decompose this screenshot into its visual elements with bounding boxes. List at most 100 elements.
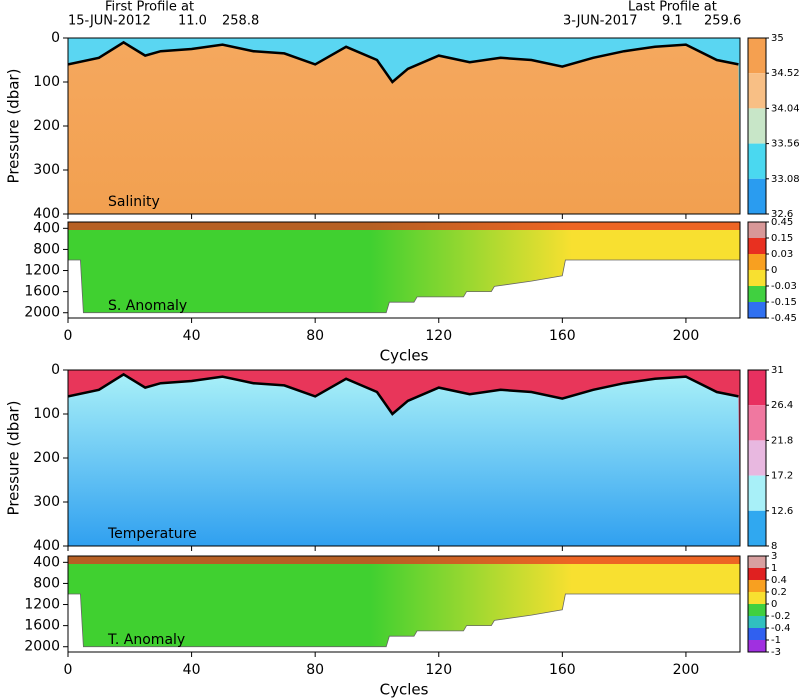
colorbar-swatch — [748, 73, 766, 109]
y-tick-label: 1600 — [24, 284, 60, 300]
mixed-layer-line — [68, 40, 739, 84]
y-tick-label: 100 — [33, 74, 60, 90]
colorbar-label: 17.2 — [771, 471, 793, 482]
colorbar-swatch — [748, 270, 766, 286]
x-tick-label: 80 — [306, 662, 324, 678]
colorbar-swatch — [748, 286, 766, 302]
colorbar-label: 0.4 — [771, 575, 787, 586]
colorbar-label: 3 — [771, 551, 777, 562]
x-tick-label: 0 — [64, 662, 73, 678]
colorbar-label: -0.4 — [771, 623, 791, 634]
colorbar-swatch — [748, 405, 766, 441]
y-tick-label: 200 — [33, 118, 60, 134]
colorbar-label: 34.04 — [771, 103, 800, 114]
x-axis-label: Cycles — [380, 681, 429, 699]
y-tick-label: 200 — [33, 450, 60, 466]
colorbar-swatch — [748, 580, 766, 592]
x-tick-label: 120 — [425, 328, 452, 344]
y-tick-label: 0 — [51, 30, 60, 46]
colorbar-swatch — [748, 616, 766, 628]
colorbar-label: 0 — [771, 599, 777, 610]
anomaly-field — [68, 222, 740, 313]
first-profile-label: First Profile at — [105, 0, 194, 15]
y-tick-label: 2000 — [24, 305, 60, 321]
x-tick-label: 40 — [183, 328, 201, 344]
colorbar-swatch — [748, 222, 766, 238]
colorbar-swatch — [748, 640, 766, 652]
mixed-layer-line — [68, 372, 739, 416]
colorbar-frame — [747, 37, 767, 215]
colorbar-label: 0.03 — [771, 249, 793, 260]
last-profile-label: Last Profile at — [628, 0, 717, 15]
first-profile-date: 15-JUN-2012 — [68, 14, 151, 29]
colorbar-swatch — [748, 238, 766, 254]
colorbar-label: 0.15 — [771, 233, 793, 244]
y-tick-label: 2000 — [24, 639, 60, 655]
colorbar-swatch — [748, 143, 766, 179]
colorbar-label: 0.45 — [771, 217, 793, 228]
x-tick-label: 80 — [306, 328, 324, 344]
colorbar-label: -3 — [771, 647, 781, 658]
panel-title: S. Anomaly — [108, 298, 187, 314]
colorbar-label: 8 — [771, 541, 777, 552]
y-tick-label: 300 — [33, 494, 60, 510]
colorbar-label: 33.08 — [771, 174, 800, 185]
y-tick-label: 300 — [33, 162, 60, 178]
y-tick-label: 0 — [51, 362, 60, 378]
colorbar-label: 32.6 — [771, 209, 793, 220]
colorbar-swatch — [748, 592, 766, 604]
y-tick-label: 400 — [33, 206, 60, 222]
plot-area — [68, 222, 740, 318]
panel-title: Temperature — [107, 526, 197, 542]
colorbar-swatch — [748, 556, 766, 568]
y-tick-label: 400 — [33, 220, 60, 236]
colorbar-label: 33.56 — [771, 139, 800, 150]
x-tick-label: 160 — [549, 328, 576, 344]
colorbar-label: -1 — [771, 635, 781, 646]
x-axis-label: Cycles — [380, 347, 429, 365]
colorbar-frame — [747, 369, 767, 547]
colorbar-swatch — [748, 568, 766, 580]
y-tick-label: 400 — [33, 538, 60, 554]
colorbar-label: -0.45 — [771, 313, 797, 324]
colorbar-swatch — [748, 38, 766, 74]
colorbar-swatch — [748, 440, 766, 476]
colorbar-swatch — [748, 370, 766, 406]
panel-title: T. Anomaly — [107, 632, 185, 648]
y-tick-label: 1200 — [24, 597, 60, 613]
deep-layer — [68, 42, 740, 214]
plot-frame — [67, 221, 741, 319]
y-tick-label: 800 — [33, 241, 60, 257]
colorbar-label: -0.03 — [771, 281, 797, 292]
first-profile-lat: 11.0 — [178, 14, 207, 29]
colorbar-label: 1 — [771, 563, 777, 574]
colorbar-swatch — [748, 475, 766, 511]
first-profile-lon: 258.8 — [222, 14, 259, 29]
colorbar-swatch — [748, 628, 766, 640]
colorbar-label: 21.8 — [771, 435, 793, 446]
anomaly-field — [68, 556, 740, 647]
colorbar-swatch — [748, 108, 766, 144]
deep-layer — [68, 374, 740, 546]
y-tick-label: 1600 — [24, 618, 60, 634]
plot-area — [68, 370, 740, 546]
profile-depth-line — [68, 259, 740, 314]
x-tick-label: 200 — [673, 662, 700, 678]
surface-band — [68, 556, 740, 564]
colorbar-swatch — [748, 302, 766, 318]
plot-frame — [67, 555, 741, 653]
y-axis-label: Pressure (dbar) — [5, 69, 23, 184]
y-tick-label: 400 — [33, 554, 60, 570]
colorbar-label: 12.6 — [771, 506, 793, 517]
colorbar-swatch — [748, 254, 766, 270]
colorbar-label: -0.15 — [771, 297, 797, 308]
colorbar-swatch — [748, 510, 766, 546]
plot-area — [68, 38, 740, 214]
y-tick-label: 100 — [33, 406, 60, 422]
x-tick-label: 160 — [549, 662, 576, 678]
y-tick-label: 1200 — [24, 263, 60, 279]
colorbar-label: 26.4 — [771, 400, 793, 411]
last-profile-lon: 259.6 — [704, 14, 741, 29]
x-tick-label: 0 — [64, 328, 73, 344]
